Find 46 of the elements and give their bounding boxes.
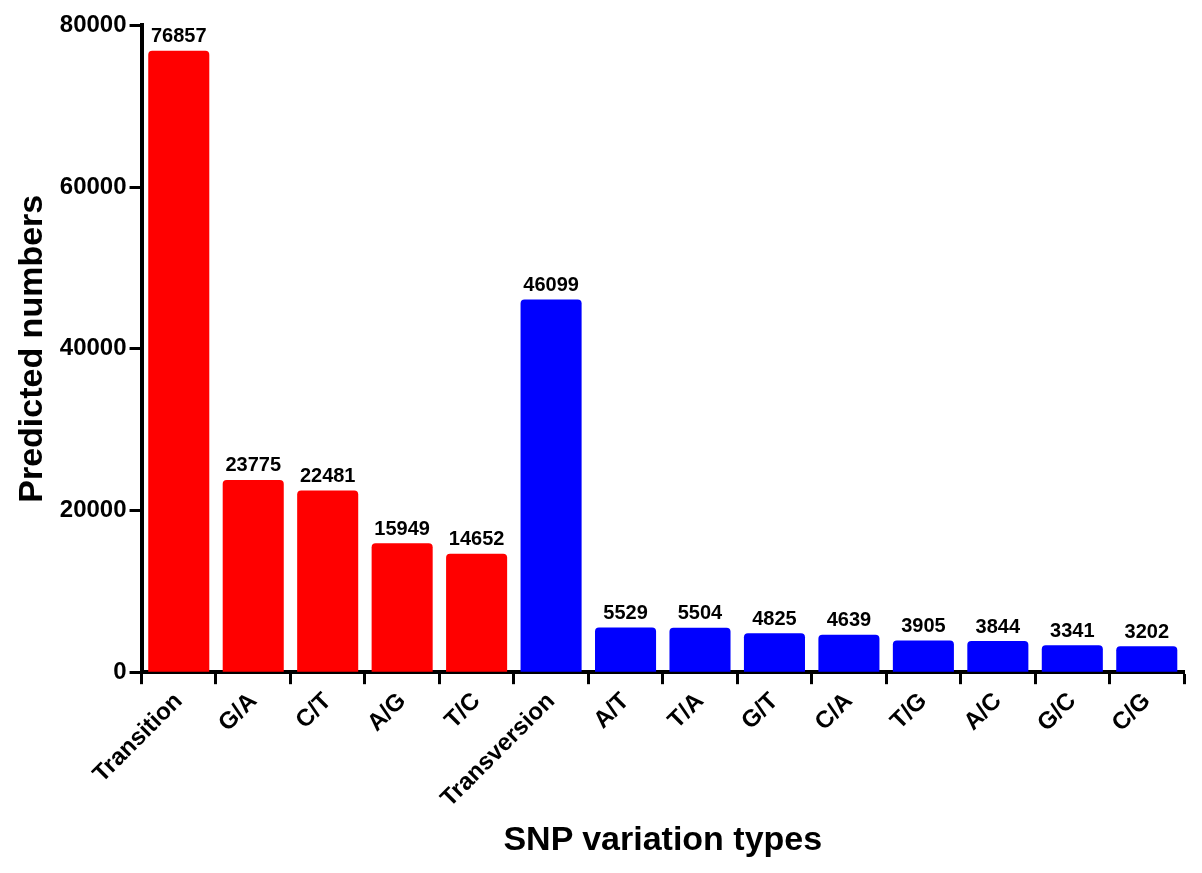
bar — [818, 634, 880, 672]
bar — [595, 627, 657, 672]
data-label: 4825 — [752, 606, 797, 629]
y-tick-label: 0 — [113, 656, 127, 684]
bar — [520, 299, 582, 672]
bar — [669, 627, 731, 672]
bar — [892, 640, 954, 672]
data-label: 3341 — [1050, 618, 1095, 641]
x-tick-label: G/T — [735, 686, 783, 734]
data-label: 5504 — [677, 601, 724, 624]
bar — [743, 633, 805, 672]
bar — [967, 641, 1029, 672]
bar — [222, 479, 284, 672]
x-tick-label: A/C — [957, 686, 1007, 735]
data-label: 15949 — [374, 516, 430, 539]
bar — [446, 553, 508, 672]
x-tick-label: C/T — [289, 686, 337, 733]
bar — [148, 50, 210, 672]
data-label: 22481 — [299, 463, 356, 486]
x-tick-label: A/T — [587, 686, 634, 733]
data-label: 3844 — [975, 614, 1021, 637]
data-label: 5529 — [603, 601, 648, 624]
x-tick-label: C/A — [808, 686, 858, 735]
bar — [371, 543, 433, 672]
bar — [1116, 646, 1178, 672]
data-label: 46099 — [523, 273, 579, 295]
x-tick-label: A/G — [361, 686, 411, 736]
data-label: 4639 — [826, 608, 872, 631]
data-label: 3202 — [1124, 619, 1170, 642]
data-label: 23775 — [225, 453, 282, 476]
y-tick-label: 80000 — [59, 10, 127, 38]
y-tick-label: 60000 — [59, 171, 127, 199]
data-label: 14652 — [448, 527, 505, 550]
y-tick-label: 20000 — [59, 495, 127, 523]
bar — [297, 490, 359, 672]
x-tick-label: T/G — [884, 686, 932, 734]
y-tick-label: 40000 — [59, 333, 127, 361]
data-label: 3905 — [901, 614, 946, 637]
x-tick-label: C/G — [1105, 686, 1155, 736]
x-tick-label: G/C — [1031, 686, 1081, 736]
x-tick-label: G/A — [212, 686, 262, 736]
y-axis-title: Predicted numbers — [10, 194, 49, 503]
bar — [1041, 645, 1103, 672]
x-axis-title: SNP variation types — [503, 818, 823, 857]
x-tick-label: T/A — [661, 686, 709, 733]
data-label: 76857 — [150, 24, 207, 47]
